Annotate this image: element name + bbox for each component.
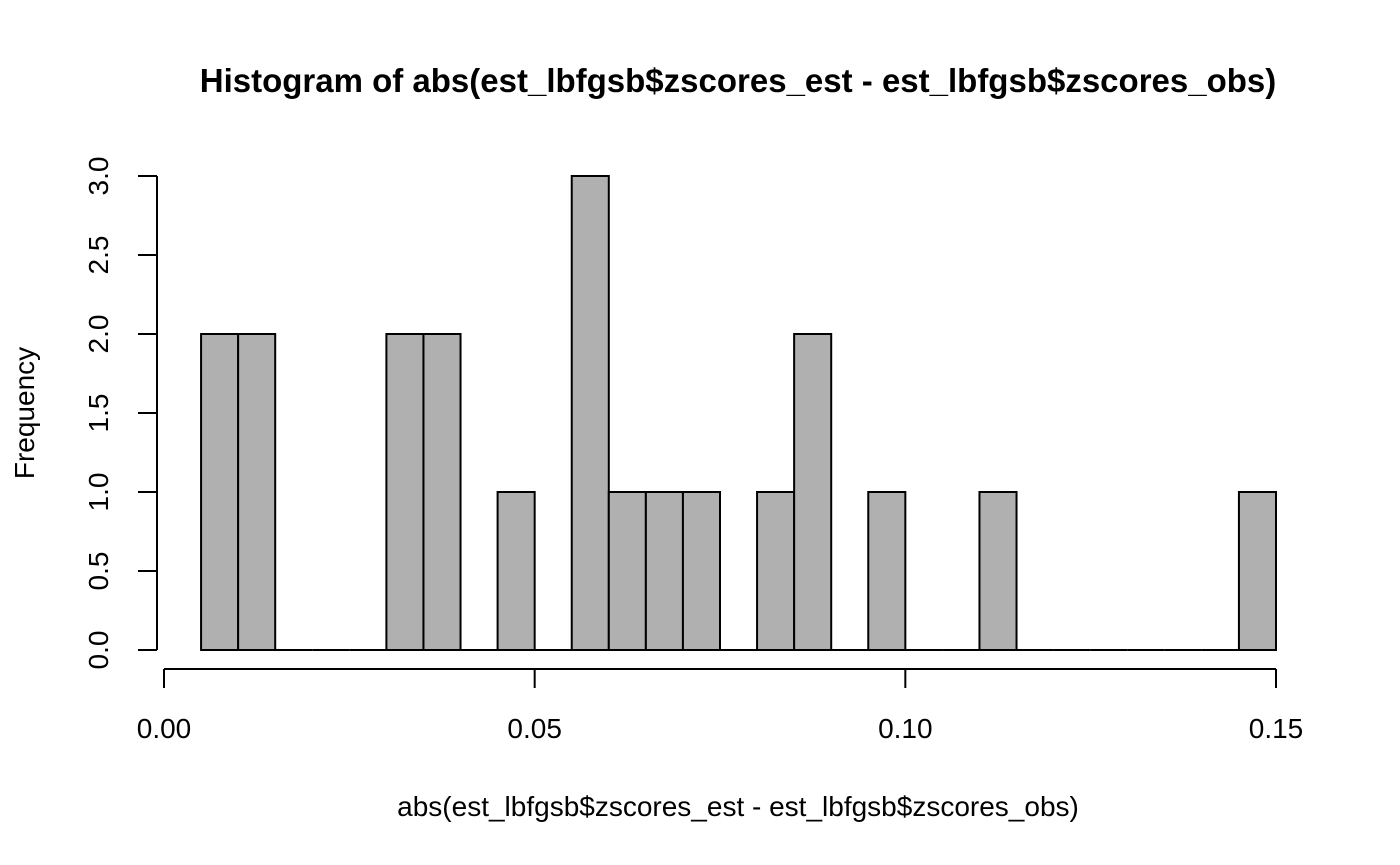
histogram-bar — [756, 491, 796, 651]
y-tick-label: 3.0 — [83, 157, 114, 196]
histogram-bar — [793, 333, 833, 651]
histogram-bar — [978, 491, 1018, 651]
histogram-bar — [422, 333, 462, 651]
histogram-bar — [570, 175, 610, 651]
x-tick-label: 0.00 — [137, 713, 192, 744]
y-tick-label: 0.5 — [83, 552, 114, 591]
histogram-bar — [644, 491, 684, 651]
histogram-bar — [681, 491, 722, 651]
y-axis-label: Frequency — [9, 347, 40, 479]
x-axis: 0.00 0.05 0.10 0.15 — [137, 668, 1304, 744]
histogram-bar — [1237, 491, 1278, 651]
y-axis: 0.0 0.5 1.0 1.5 2.0 2.5 3.0 — [83, 157, 158, 670]
x-tick-label: 0.05 — [507, 713, 562, 744]
x-tick-label: 0.10 — [878, 713, 933, 744]
y-tick-label: 1.0 — [83, 473, 114, 512]
x-axis-label: abs(est_lbfgsb$zscores_est - est_lbfgsb$… — [397, 791, 1079, 822]
histogram-bar — [496, 491, 536, 651]
y-tick-label: 0.0 — [83, 631, 114, 670]
y-tick-label: 2.5 — [83, 236, 114, 275]
x-tick-label: 0.15 — [1249, 713, 1304, 744]
histogram-bar — [385, 333, 425, 651]
histogram-bar — [200, 333, 240, 651]
histogram-bar — [237, 333, 277, 651]
y-tick-label: 2.0 — [83, 315, 114, 354]
y-tick-label: 1.5 — [83, 394, 114, 433]
histogram-bars — [200, 175, 1278, 651]
histogram-bar — [867, 491, 907, 651]
chart-title: Histogram of abs(est_lbfgsb$zscores_est … — [200, 62, 1277, 99]
histogram-bar — [607, 491, 647, 651]
